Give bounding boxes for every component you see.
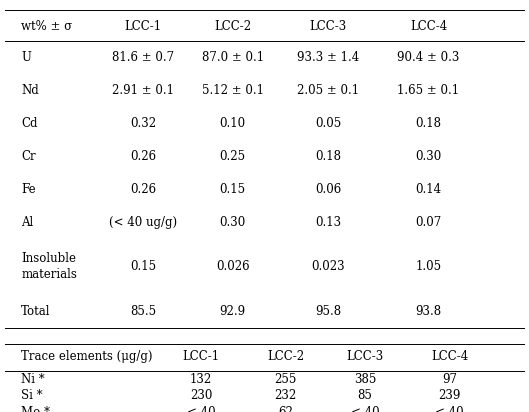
Text: 0.05: 0.05	[315, 117, 341, 130]
Text: 92.9: 92.9	[220, 304, 246, 318]
Text: 0.30: 0.30	[220, 216, 246, 229]
Text: 0.32: 0.32	[130, 117, 156, 130]
Text: 0.14: 0.14	[415, 183, 442, 196]
Text: 232: 232	[275, 389, 297, 402]
Text: LCC-2: LCC-2	[267, 350, 304, 363]
Text: Total: Total	[21, 304, 51, 318]
Text: 0.15: 0.15	[220, 183, 246, 196]
Text: 85.5: 85.5	[130, 304, 156, 318]
Text: LCC-4: LCC-4	[410, 20, 447, 33]
Text: 230: 230	[190, 389, 212, 402]
Text: LCC-3: LCC-3	[309, 20, 346, 33]
Text: 0.18: 0.18	[415, 117, 442, 130]
Text: LCC-1: LCC-1	[183, 350, 220, 363]
Text: LCC-3: LCC-3	[346, 350, 384, 363]
Text: 132: 132	[190, 372, 212, 386]
Text: 0.026: 0.026	[216, 260, 250, 273]
Text: 87.0 ± 0.1: 87.0 ± 0.1	[202, 51, 264, 64]
Text: Ni *: Ni *	[21, 372, 45, 386]
Text: Al: Al	[21, 216, 33, 229]
Text: 0.07: 0.07	[415, 216, 442, 229]
Text: 93.8: 93.8	[415, 304, 442, 318]
Text: 255: 255	[275, 372, 297, 386]
Text: 90.4 ± 0.3: 90.4 ± 0.3	[397, 51, 460, 64]
Text: Mo *: Mo *	[21, 405, 50, 412]
Text: 81.6 ± 0.7: 81.6 ± 0.7	[112, 51, 174, 64]
Text: < 40: < 40	[435, 405, 464, 412]
Text: < 40: < 40	[351, 405, 379, 412]
Text: Si *: Si *	[21, 389, 43, 402]
Text: 0.18: 0.18	[315, 150, 341, 163]
Text: wt% ± σ: wt% ± σ	[21, 20, 72, 33]
Text: 0.13: 0.13	[315, 216, 341, 229]
Text: Cr: Cr	[21, 150, 36, 163]
Text: 0.10: 0.10	[220, 117, 246, 130]
Text: 0.30: 0.30	[415, 150, 442, 163]
Text: 0.023: 0.023	[311, 260, 345, 273]
Text: 239: 239	[439, 389, 461, 402]
Text: 0.26: 0.26	[130, 183, 156, 196]
Text: 97: 97	[442, 372, 457, 386]
Text: 1.05: 1.05	[415, 260, 442, 273]
Text: Nd: Nd	[21, 84, 39, 97]
Text: 62: 62	[278, 405, 293, 412]
Text: < 40: < 40	[187, 405, 215, 412]
Text: Fe: Fe	[21, 183, 36, 196]
Text: 5.12 ± 0.1: 5.12 ± 0.1	[202, 84, 264, 97]
Text: Insoluble
materials: Insoluble materials	[21, 252, 77, 281]
Text: LCC-2: LCC-2	[214, 20, 251, 33]
Text: Cd: Cd	[21, 117, 38, 130]
Text: 2.91 ± 0.1: 2.91 ± 0.1	[112, 84, 174, 97]
Text: 1.65 ± 0.1: 1.65 ± 0.1	[397, 84, 460, 97]
Text: 0.26: 0.26	[130, 150, 156, 163]
Text: 93.3 ± 1.4: 93.3 ± 1.4	[297, 51, 359, 64]
Text: 85: 85	[358, 389, 372, 402]
Text: 0.25: 0.25	[220, 150, 246, 163]
Text: 0.06: 0.06	[315, 183, 341, 196]
Text: (< 40 ug/g): (< 40 ug/g)	[109, 216, 177, 229]
Text: Trace elements (μg/g): Trace elements (μg/g)	[21, 350, 153, 363]
Text: 2.05 ± 0.1: 2.05 ± 0.1	[297, 84, 359, 97]
Text: LCC-1: LCC-1	[124, 20, 161, 33]
Text: LCC-4: LCC-4	[431, 350, 468, 363]
Text: 385: 385	[354, 372, 376, 386]
Text: 95.8: 95.8	[315, 304, 341, 318]
Text: U: U	[21, 51, 31, 64]
Text: 0.15: 0.15	[130, 260, 156, 273]
